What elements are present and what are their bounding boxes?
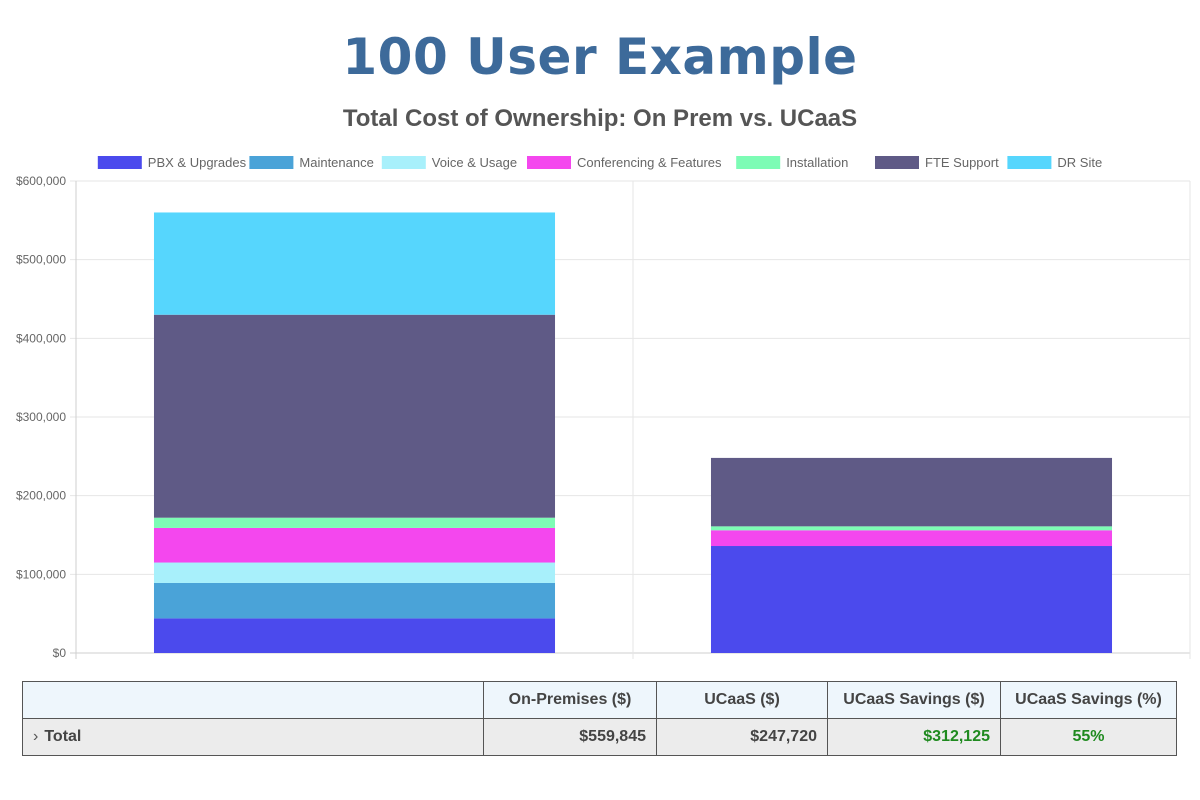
legend-label: Installation [786, 155, 848, 170]
bar-segment-conferencing-and-features [710, 530, 1113, 547]
summary-table: On-Premises ($) UCaaS ($) UCaaS Savings … [22, 681, 1177, 756]
legend-item-installation[interactable]: Installation [736, 155, 848, 170]
total-label: Total [44, 728, 82, 745]
table-header-row: On-Premises ($) UCaaS ($) UCaaS Savings … [22, 681, 1177, 719]
legend-swatch [381, 156, 426, 169]
total-savings-value: $312,125 [827, 718, 1001, 756]
legend-label: Conferencing & Features [577, 155, 722, 170]
bar-segment-maintenance [153, 582, 556, 619]
legend-item-dr-site[interactable]: DR Site [1007, 155, 1102, 170]
total-on-prem-value: $559,845 [483, 718, 657, 756]
bar-segment-conferencing-and-features [153, 527, 556, 563]
total-ucaas-value: $247,720 [656, 718, 828, 756]
total-savings-pct-value: 55% [1000, 718, 1177, 756]
stacked-bar-chart: Total Cost of Ownership: On Prem vs. UCa… [16, 105, 1191, 660]
bar-segment-installation [710, 526, 1113, 531]
table-row-total[interactable]: › Total $559,845 $247,720 $312,125 55% [22, 718, 1177, 756]
table-header-savings-pct: UCaaS Savings (%) [1000, 681, 1177, 719]
page-title: 100 User Example [342, 28, 858, 86]
legend-label: PBX & Upgrades [148, 155, 247, 170]
y-tick-label: $300,000 [16, 410, 66, 424]
legend-item-pbx-and-upgrades[interactable]: PBX & Upgrades [97, 155, 247, 170]
bar-segment-voice-and-usage [153, 562, 556, 583]
legend-item-conferencing-and-features[interactable]: Conferencing & Features [527, 155, 722, 170]
legend-swatch [736, 156, 781, 169]
y-tick-label: $400,000 [16, 331, 66, 345]
chart-bars [153, 212, 1113, 653]
legend-swatch [249, 156, 294, 169]
chart-title: Total Cost of Ownership: On Prem vs. UCa… [343, 105, 857, 132]
bar-segment-pbx-and-upgrades [153, 618, 556, 653]
legend-label: Voice & Usage [432, 155, 517, 170]
table-header-empty [22, 681, 484, 719]
chevron-right-icon[interactable]: › [33, 728, 39, 745]
legend-swatch [1007, 156, 1052, 169]
bar-stack-on-premises [153, 212, 556, 653]
legend-item-fte-support[interactable]: FTE Support [875, 155, 999, 170]
bar-segment-fte-support [153, 314, 556, 518]
y-tick-label: $600,000 [16, 174, 66, 188]
legend-label: DR Site [1057, 155, 1102, 170]
legend-item-maintenance[interactable]: Maintenance [249, 155, 374, 170]
bar-segment-fte-support [710, 457, 1113, 527]
table-header-ucaas: UCaaS ($) [656, 681, 828, 719]
legend-label: FTE Support [925, 155, 999, 170]
bar-segment-dr-site [153, 212, 556, 315]
legend-label: Maintenance [299, 155, 373, 170]
y-axis: $0 $100,000 $200,000 $300,000 $400,000 $500,0… [16, 174, 66, 660]
legend-swatch [97, 156, 142, 169]
bar-segment-pbx-and-upgrades [710, 546, 1113, 653]
total-row-toggle[interactable]: › Total [22, 718, 484, 756]
y-tick-label: $500,000 [16, 253, 66, 267]
table-header-savings: UCaaS Savings ($) [827, 681, 1001, 719]
chart-legend: PBX & Upgrades Maintenance Voice & Usage Co… [97, 155, 1102, 170]
table-header-on-prem: On-Premises ($) [483, 681, 657, 719]
legend-item-voice-and-usage[interactable]: Voice & Usage [381, 155, 517, 170]
y-tick-label: $200,000 [16, 489, 66, 503]
y-tick-label: $100,000 [16, 567, 66, 581]
legend-swatch [875, 156, 919, 169]
y-tick-label: $0 [53, 646, 67, 660]
legend-swatch [527, 156, 571, 169]
bar-stack-ucaas [710, 457, 1113, 653]
bar-segment-installation [153, 517, 556, 528]
